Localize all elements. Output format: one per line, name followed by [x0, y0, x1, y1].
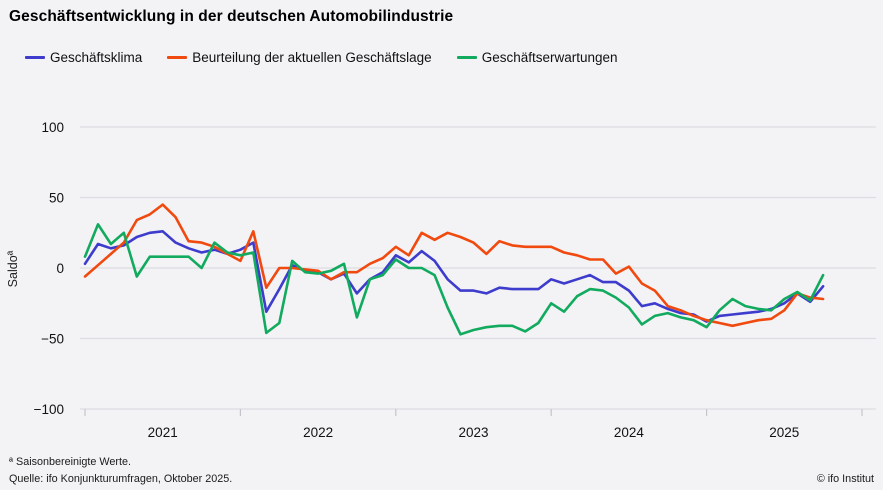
legend-line-swatch-orange — [167, 56, 188, 59]
legend-label: Geschäftsklima — [50, 50, 143, 65]
x-axis-tick-label: 2025 — [769, 425, 799, 440]
series-line-beurteilung-der-aktuellen-gesch-ftslage — [83, 203, 825, 328]
copyright-ifo: © ifo Institut — [816, 473, 874, 485]
legend-line-swatch-blue — [25, 56, 45, 59]
x-axis-tick-label: 2024 — [614, 425, 645, 440]
x-axis-tick-label: 2022 — [303, 425, 333, 440]
legend-item-geschaeftserwartungen: Geschäftserwartungen — [456, 50, 618, 65]
y-axis-tick-label: 50 — [49, 190, 64, 205]
x-axis-tick-label: 2021 — [148, 425, 178, 440]
legend-item-geschaeftsklima: Geschäftsklima — [25, 50, 142, 65]
footnote-source: Quelle: ifo Konjunkturumfragen, Oktober … — [9, 473, 233, 485]
legend-line-swatch-green — [456, 56, 477, 59]
y-axis-tick-label: 0 — [56, 261, 64, 276]
chart-title: Geschäftsentwicklung in der deutschen Au… — [9, 8, 454, 25]
series-line-gesch-ftsklima — [83, 230, 825, 323]
legend-item-geschaeftslage: Beurteilung der aktuellen Geschäftslage — [167, 50, 432, 65]
x-axis-tick-label: 2023 — [458, 425, 488, 440]
y-axis-tick-label: −100 — [34, 402, 64, 417]
series-line-gesch-ftserwartungen — [83, 223, 825, 336]
y-axis-tick-label: −50 — [41, 331, 64, 346]
bottom-border — [0, 490, 883, 497]
y-axis-tick-label: 100 — [41, 120, 64, 135]
footnote-seasonal: ª Saisonbereinigte Werte. — [9, 456, 132, 468]
legend: Geschäftsklima Beurteilung der aktuellen… — [25, 50, 618, 65]
legend-label: Geschäftserwartungen — [481, 50, 618, 65]
legend-label: Beurteilung der aktuellen Geschäftslage — [192, 50, 432, 65]
